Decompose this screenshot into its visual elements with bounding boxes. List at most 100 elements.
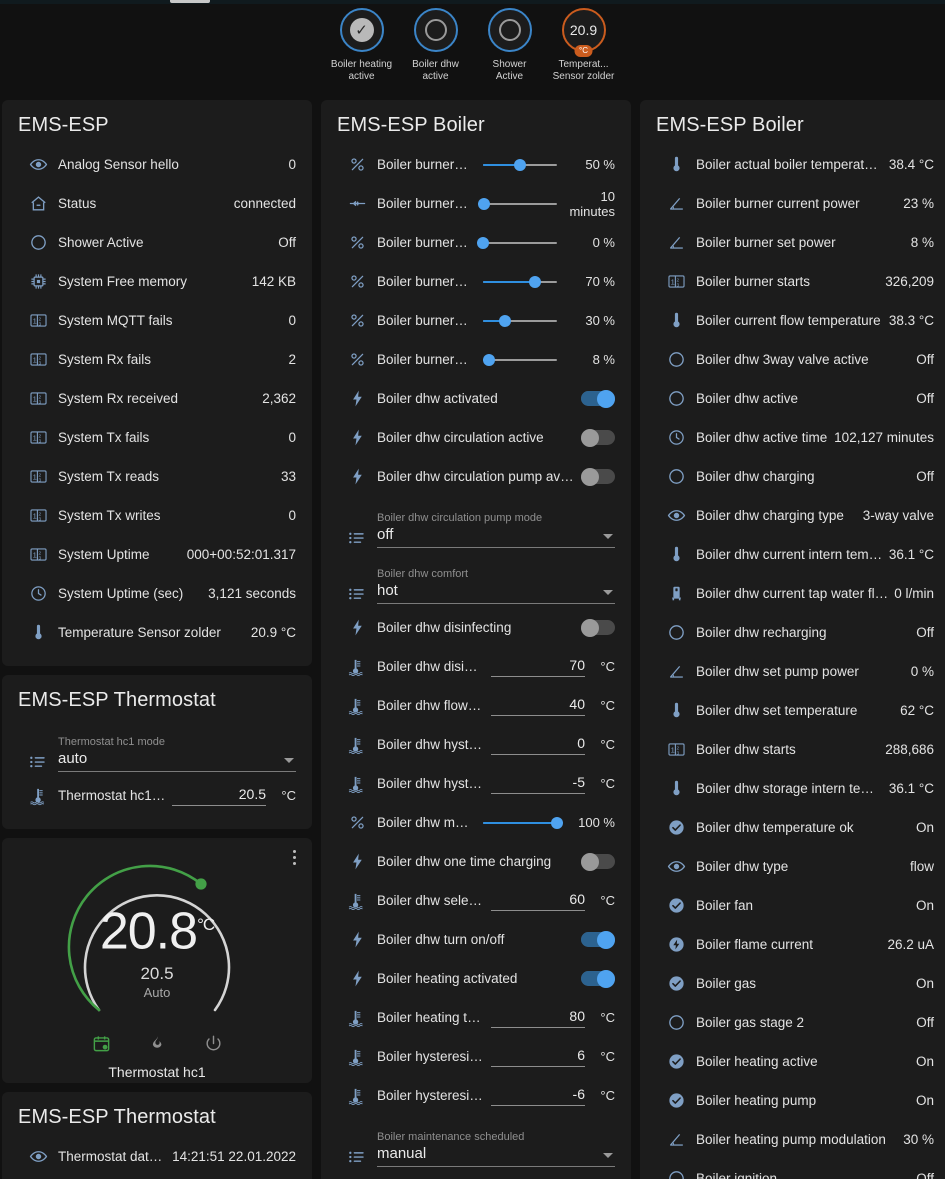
- badge-circle[interactable]: 20.9 °C: [561, 8, 606, 57]
- slider-row[interactable]: Boiler burner pump ... 30 %: [337, 301, 615, 340]
- toggle-row[interactable]: Boiler dhw one time charging: [337, 842, 615, 881]
- toggle-row[interactable]: Boiler heating activated: [337, 959, 615, 998]
- flame-icon[interactable]: [149, 1034, 166, 1058]
- entity-row[interactable]: Boiler dhw current intern temperature36.…: [656, 535, 934, 574]
- entity-row[interactable]: Boiler flame current 26.2 uA: [656, 925, 934, 964]
- entity-row[interactable]: Boiler current flow temperature 38.3 °C: [656, 301, 934, 340]
- entity-row[interactable]: Boiler gas On: [656, 964, 934, 1003]
- slider-row[interactable]: Boiler burner max po... 50 %: [337, 145, 615, 184]
- slider-track[interactable]: [483, 314, 557, 327]
- entity-row[interactable]: Boiler actual boiler temperature 38.4 °C: [656, 145, 934, 184]
- entity-row[interactable]: 1 2 3 System Rx fails 2: [18, 340, 296, 379]
- number-row[interactable]: Boiler dhw flow tem...40 °C: [337, 686, 615, 725]
- slider-row[interactable]: Boiler burner min p... 10 minutes: [337, 184, 615, 223]
- slider-knob[interactable]: [478, 197, 491, 210]
- slider-control[interactable]: [477, 158, 563, 171]
- toggle-row[interactable]: Boiler dhw activated: [337, 379, 615, 418]
- toggle-switch[interactable]: [581, 467, 615, 486]
- toggle-row[interactable]: Boiler dhw turn on/off: [337, 920, 615, 959]
- thermostat-dial[interactable]: 20.8°C 20.5 Auto: [57, 852, 257, 1032]
- entity-row[interactable]: Boiler dhw active time 102,127 minutes: [656, 418, 934, 457]
- toggle-switch[interactable]: [581, 389, 615, 408]
- toggle-switch[interactable]: [581, 969, 615, 988]
- slider-track[interactable]: [483, 158, 557, 171]
- number-input[interactable]: 0: [491, 735, 585, 755]
- dropdown-select[interactable]: Boiler maintenance scheduled manual: [377, 1131, 615, 1167]
- thermostat-mode-row[interactable]: Thermostat hc1 mode auto: [18, 720, 296, 776]
- number-input[interactable]: 60: [491, 891, 585, 911]
- toggle-switch[interactable]: [581, 852, 615, 871]
- entity-row[interactable]: Boiler dhw temperature ok On: [656, 808, 934, 847]
- entity-row[interactable]: Status connected: [18, 184, 296, 223]
- slider-knob[interactable]: [477, 236, 489, 249]
- entity-row[interactable]: Boiler dhw current tap water flow 0 l/min: [656, 574, 934, 613]
- slider-track[interactable]: [478, 197, 557, 210]
- entity-row[interactable]: 1 2 3 System MQTT fails 0: [18, 301, 296, 340]
- chevron-down-icon[interactable]: [603, 1153, 613, 1158]
- entity-row[interactable]: Boiler dhw set pump power 0 %: [656, 652, 934, 691]
- entity-row[interactable]: 1 2 3 Boiler dhw starts 288,686: [656, 730, 934, 769]
- select-row[interactable]: Boiler dhw comfort hot: [337, 552, 615, 608]
- toggle-switch[interactable]: [581, 428, 615, 447]
- entity-row[interactable]: Boiler dhw set temperature 62 °C: [656, 691, 934, 730]
- slider-knob[interactable]: [528, 275, 541, 288]
- badge-1[interactable]: Boiler dhw active: [406, 8, 466, 83]
- number-input[interactable]: -6: [491, 1086, 585, 1106]
- toggle-row[interactable]: Boiler dhw disinfecting: [337, 608, 615, 647]
- entity-row[interactable]: 1 2 3 System Uptime 000+00:52:01.317: [18, 535, 296, 574]
- setpoint-input[interactable]: 20.5: [172, 786, 266, 806]
- slider-track[interactable]: [483, 275, 557, 288]
- slider-track[interactable]: [477, 236, 557, 249]
- chevron-down-icon[interactable]: [284, 758, 294, 763]
- thermostat-setpoint-row[interactable]: Thermostat hc1 se... 20.5 °C: [18, 776, 296, 815]
- toggle-row[interactable]: Boiler dhw circulation active: [337, 418, 615, 457]
- slider-row[interactable]: Boiler burner selecte... 8 %: [337, 340, 615, 379]
- entity-row[interactable]: Boiler dhw charging type 3-way valve: [656, 496, 934, 535]
- entity-row[interactable]: 1 2 3 Boiler burner starts 326,209: [656, 262, 934, 301]
- number-input[interactable]: 6: [491, 1047, 585, 1067]
- badge-0[interactable]: ✓ Boiler heating active: [331, 8, 392, 83]
- number-row[interactable]: Boiler dhw disinfecti...70 °C: [337, 647, 615, 686]
- more-vert-icon[interactable]: [293, 850, 296, 868]
- entity-row[interactable]: Boiler burner set power 8 %: [656, 223, 934, 262]
- select-row[interactable]: Boiler dhw circulation pump mode off: [337, 496, 615, 552]
- slider-row[interactable]: Boiler burner min po... 0 %: [337, 223, 615, 262]
- badge-3[interactable]: 20.9 °C Temperat... Sensor zolder: [553, 8, 614, 83]
- slider-control[interactable]: [477, 353, 563, 366]
- number-row[interactable]: Boiler hysteresis on...-6 °C: [337, 1076, 615, 1115]
- thermostat-mode-select[interactable]: Thermostat hc1 mode auto: [58, 736, 296, 772]
- slider-knob[interactable]: [499, 314, 512, 327]
- entity-row[interactable]: Temperature Sensor zolder 20.9 °C: [18, 613, 296, 652]
- entity-row[interactable]: Boiler dhw type flow: [656, 847, 934, 886]
- entity-row[interactable]: Boiler burner current power 23 %: [656, 184, 934, 223]
- chevron-down-icon[interactable]: [603, 590, 613, 595]
- slider-track[interactable]: [482, 353, 557, 366]
- slider-knob[interactable]: [514, 158, 526, 171]
- dropdown-select[interactable]: Boiler dhw circulation pump mode off: [377, 512, 615, 548]
- entity-row[interactable]: 1 2 3 System Tx reads 33: [18, 457, 296, 496]
- number-input[interactable]: 80: [491, 1008, 585, 1028]
- entity-row[interactable]: Boiler dhw charging Off: [656, 457, 934, 496]
- entity-row[interactable]: Boiler dhw active Off: [656, 379, 934, 418]
- entity-row[interactable]: Boiler gas stage 2 Off: [656, 1003, 934, 1042]
- active-tab-indicator[interactable]: [170, 0, 210, 3]
- slider-row[interactable]: Boiler burner pump ... 70 %: [337, 262, 615, 301]
- toggle-row[interactable]: Boiler dhw circulation pump available: [337, 457, 615, 496]
- number-row[interactable]: Boiler dhw hysteresi...0 °C: [337, 725, 615, 764]
- entity-row[interactable]: 1 2 3 System Rx received 2,362: [18, 379, 296, 418]
- number-input[interactable]: -5: [491, 774, 585, 794]
- number-row[interactable]: Boiler dhw hysteresi...-5 °C: [337, 764, 615, 803]
- entity-row[interactable]: Boiler dhw 3way valve active Off: [656, 340, 934, 379]
- slider-control[interactable]: [477, 236, 563, 249]
- badge-circle[interactable]: [413, 8, 458, 52]
- badge-circle[interactable]: [487, 8, 532, 52]
- entity-row[interactable]: System Uptime (sec) 3,121 seconds: [18, 574, 296, 613]
- dropdown-select[interactable]: Boiler dhw comfort hot: [377, 568, 615, 604]
- entity-row[interactable]: Boiler dhw storage intern temperature36.…: [656, 769, 934, 808]
- slider-row[interactable]: Boiler dhw max power 100 %: [337, 803, 615, 842]
- entity-row[interactable]: System Free memory 142 KB: [18, 262, 296, 301]
- entity-row[interactable]: Boiler ignition Off: [656, 1159, 934, 1179]
- badge-circle[interactable]: ✓: [339, 8, 384, 52]
- number-row[interactable]: Boiler dhw selected ...60 °C: [337, 881, 615, 920]
- entity-row[interactable]: Shower Active Off: [18, 223, 296, 262]
